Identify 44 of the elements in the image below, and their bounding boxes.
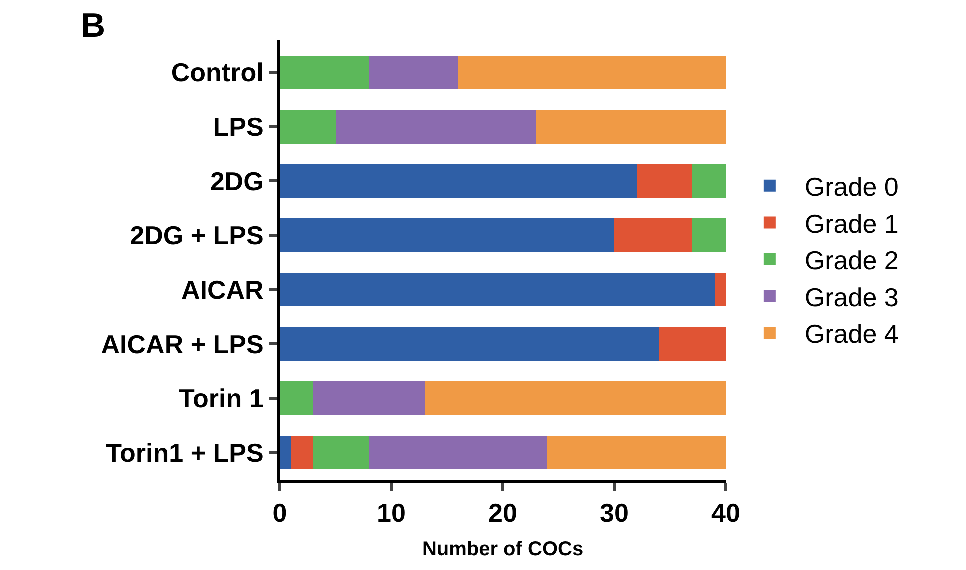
legend-label: Grade 1 bbox=[804, 208, 899, 239]
bar bbox=[280, 436, 292, 470]
text: B bbox=[81, 7, 106, 45]
x-tick-label: 30 bbox=[600, 498, 629, 528]
bar bbox=[714, 273, 726, 307]
legend-label: Grade 2 bbox=[804, 246, 899, 276]
y-tick-label: AICAR bbox=[181, 274, 264, 305]
bar bbox=[280, 164, 637, 198]
x-tick-label: 0 bbox=[272, 498, 288, 528]
bar bbox=[369, 56, 458, 90]
x-tick-label: 20 bbox=[488, 498, 518, 528]
bar bbox=[369, 436, 548, 470]
legend-label: Grade 4 bbox=[804, 319, 899, 350]
bar bbox=[424, 382, 726, 416]
y-tick-label: AICAR + LPS bbox=[101, 329, 264, 360]
bar bbox=[636, 164, 693, 198]
bar bbox=[280, 273, 715, 307]
y-tick-label: Control bbox=[171, 58, 264, 88]
y-tick-label: 2DG bbox=[210, 166, 264, 196]
bar bbox=[548, 436, 726, 470]
y-tick-label: Torin 1 bbox=[179, 384, 264, 414]
legend-label: Grade 0 bbox=[804, 172, 899, 202]
bar bbox=[692, 164, 726, 198]
bar bbox=[280, 218, 614, 252]
bar bbox=[313, 382, 425, 416]
bar bbox=[659, 327, 726, 362]
bar bbox=[536, 110, 726, 144]
x-axis-title: Number of COCs bbox=[422, 538, 584, 561]
bar bbox=[280, 110, 336, 144]
x-tick-label: 10 bbox=[377, 498, 406, 528]
bar bbox=[614, 218, 693, 252]
y-tick-label: LPS bbox=[213, 112, 264, 142]
y-tick-label: 2DG + LPS bbox=[130, 220, 264, 251]
y-tick-label: Torin1 + LPS bbox=[106, 438, 264, 468]
bar bbox=[280, 327, 660, 362]
legend-label: Grade 3 bbox=[804, 282, 899, 312]
x-tick-label: 40 bbox=[712, 498, 740, 528]
bar bbox=[458, 56, 726, 90]
bar bbox=[336, 110, 536, 144]
bar bbox=[280, 56, 370, 90]
bar bbox=[692, 218, 726, 252]
bar bbox=[280, 382, 314, 416]
bar bbox=[291, 436, 314, 470]
bar bbox=[313, 436, 370, 470]
